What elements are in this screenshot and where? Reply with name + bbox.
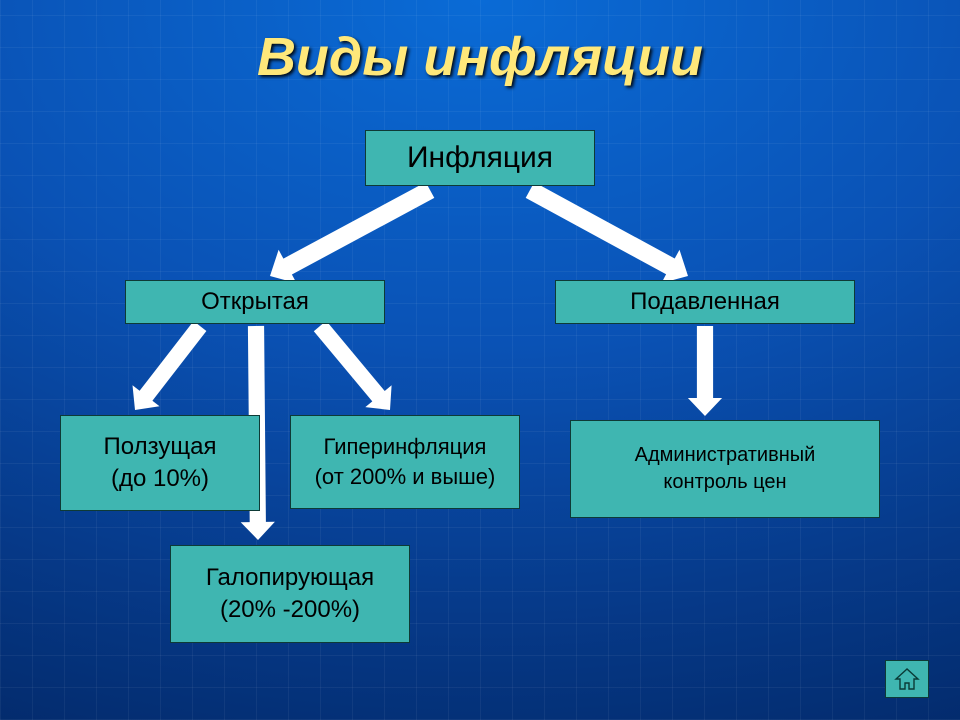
arrows-layer	[0, 0, 960, 720]
node-creeping: Ползущая(до 10%)	[60, 415, 260, 511]
node-text-line: (20% -200%)	[220, 594, 360, 626]
slide-title: Виды инфляции	[0, 26, 960, 88]
home-button[interactable]	[885, 660, 929, 698]
node-text-line: контроль цен	[663, 469, 786, 496]
node-open: Открытая	[125, 280, 385, 324]
node-text-line: Гиперинфляция	[324, 432, 487, 462]
arrow	[314, 321, 392, 410]
arrow	[688, 326, 722, 416]
node-suppressed: Подавленная	[555, 280, 855, 324]
node-text-line: Ползущая	[104, 431, 217, 463]
arrow	[133, 321, 207, 410]
node-text-line: Подавленная	[630, 286, 780, 318]
node-text-line: Открытая	[201, 286, 309, 318]
node-hyper: Гиперинфляция(от 200% и выше)	[290, 415, 520, 509]
home-icon	[894, 668, 920, 690]
arrow	[526, 182, 688, 283]
node-text-line: (от 200% и выше)	[315, 462, 496, 492]
slide-stage: Виды инфляции Инфляция Открытая Подавлен…	[0, 0, 960, 720]
node-text-line: Галопирующая	[206, 562, 374, 594]
node-text-line: Инфляция	[407, 138, 553, 179]
node-root: Инфляция	[365, 130, 595, 186]
node-gallop: Галопирующая(20% -200%)	[170, 545, 410, 643]
arrow	[270, 182, 434, 283]
node-admin: Административныйконтроль цен	[570, 420, 880, 518]
node-text-line: (до 10%)	[111, 463, 209, 495]
node-text-line: Административный	[635, 442, 816, 469]
